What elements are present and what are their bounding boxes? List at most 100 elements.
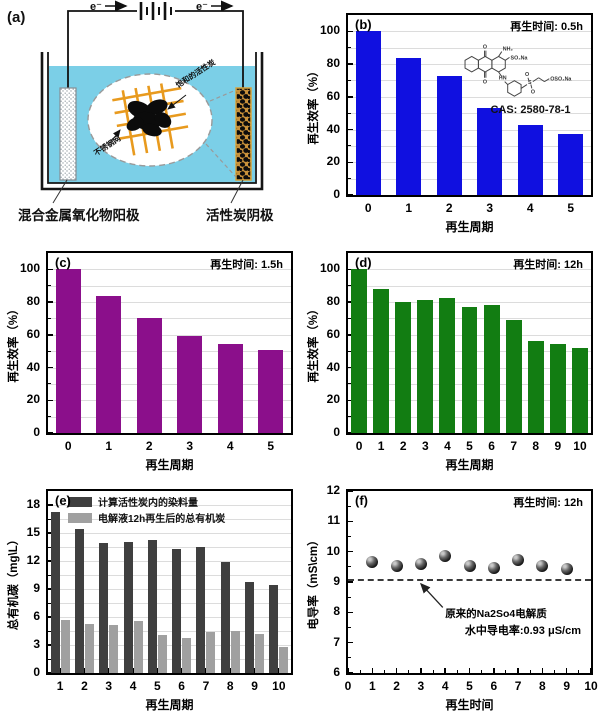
y-tick-label: 60 [326,326,340,341]
x-tick-label: 3 [105,679,113,693]
y-minor-tick [48,546,51,548]
x-tick-label: 1 [368,679,376,693]
x-tick-label: 6 [490,679,498,693]
legend-swatch [68,496,92,507]
x-tick-label: 10 [573,439,587,453]
x-tick [253,668,256,673]
panel-c-chart: (c) 再生时间: 1.5h 0 20 40 60 80 100 0 1 2 3 4 5 再生周期 再生效率（… [0,238,300,476]
regeneration-time-note: 再生时间: 12h [513,259,583,271]
atom-o-s1: O [525,72,529,78]
bar [461,307,478,433]
atom-o-s2: O [531,89,535,95]
y-minor-tick [348,112,351,114]
y-minor-tick [348,47,351,49]
y-tick-label: 7 [333,634,340,649]
grid-line [348,145,591,147]
x-minor-tick [432,670,434,673]
y-tick-label: 9 [33,581,40,595]
y-minor-tick [348,566,351,568]
y-tick-label: 0 [333,187,340,201]
y-tick-label: 80 [26,294,40,309]
y-tick-label: 10 [326,543,340,558]
x-minor-tick [578,670,580,673]
y-axis-label: 再生效率（%） [308,303,320,383]
grid-line [348,47,591,49]
atom-s: S [528,80,532,86]
x-tick-label: 8 [532,439,540,453]
data-point [560,563,573,576]
x-tick-label: 8 [226,679,234,693]
y-tick-label: 80 [326,294,340,309]
data-point [512,554,525,567]
x-axis-label: 再生周期 [445,220,494,234]
grid-line [48,575,291,576]
cell-diagram-drawing: e⁻ e⁻ [7,0,274,223]
plot-area: 计算活性炭内的染料量 电解液12h再生后的总有机炭 (e) [46,489,293,675]
atom-oso3na: OSO₃Na [550,77,571,83]
y-tick-label: 12 [26,553,40,567]
grid-line [348,80,591,82]
x-tick [517,668,519,673]
bar [96,295,122,433]
x-minor-tick [408,670,410,673]
x-tick-label: 1 [377,439,385,453]
y-minor-tick [48,518,51,520]
x-tick-label: 5 [567,201,575,215]
x-tick-label: 5 [466,439,473,453]
x-tick [444,668,446,673]
panel-d-chart: (d) 再生时间: 12h 0 20 40 60 80 100 0 1 2 3 4 5 6 7 8 9 10 再生周期… [300,238,600,476]
y-tick [48,532,53,534]
data-point [487,562,500,575]
bar-dye [220,561,230,673]
grid-line [48,318,291,320]
x-tick [420,668,422,673]
chart-b: (b) 再生时间: 0.5h 0 20 40 60 80 100 0 1 2 3 4 5 再生周期 再生效率（… [300,0,600,238]
bar [517,124,543,195]
zoom-connector-lines [205,89,237,178]
regeneration-time-note: 再生时间: 0.5h [510,21,583,33]
x-tick [132,668,134,673]
x-tick-label: 2 [145,439,153,453]
chart-f: 原来的Na2So4电解质 水中导电率:0.93 μS/cm (f) 再生时间: 12h… [300,476,600,716]
x-tick-label: 2 [393,679,400,693]
bar [572,347,588,433]
x-tick-label: 10 [272,679,286,693]
bar [258,349,284,433]
cathode-label: 活性炭阴极 [206,207,274,223]
y-minor-tick [348,350,351,352]
y-tick [48,644,53,646]
y-tick [348,399,353,402]
chart-d: (d) 再生时间: 12h 0 20 40 60 80 100 0 1 2 3 4 5 6 7 8 9 10 再生周期… [300,238,600,476]
y-tick-label: 0 [333,425,340,439]
x-tick-label: 7 [510,439,518,453]
x-tick-label: 4 [526,201,534,215]
x-tick-label: 0 [364,201,372,215]
x-tick-label: 3 [421,439,429,453]
atom-hn: HN [499,76,507,82]
plot-area: (b) 再生时间: 0.5h [346,13,593,197]
legend-row: 计算活性炭内的染料量 [68,494,198,509]
bar-dye [172,548,182,673]
y-tick-label: 9 [333,574,340,588]
y-tick [348,128,353,131]
x-axis-label: 再生周期 [145,698,194,712]
y-tick-label: 0 [33,665,40,679]
y-axis-label: 再生效率（%） [308,65,320,145]
x-tick [590,668,592,673]
x-axis-label: 再生时间 [445,698,494,712]
y-tick [48,399,53,402]
y-minor-tick [348,536,351,537]
bar-dye [196,547,206,673]
y-tick [348,432,353,434]
x-minor-tick [505,670,507,673]
panel-letter: (c) [55,255,71,270]
data-point [390,560,403,573]
x-tick-label: 0 [64,439,72,453]
y-tick [348,194,353,196]
panel-a-letter: (a) [7,9,25,26]
y-axis-label: 总有机碳（mg\L） [8,533,20,631]
y-tick [48,616,53,618]
x-tick-label: 2 [445,201,453,215]
bar-dye [245,581,255,673]
grid-line [48,416,291,418]
